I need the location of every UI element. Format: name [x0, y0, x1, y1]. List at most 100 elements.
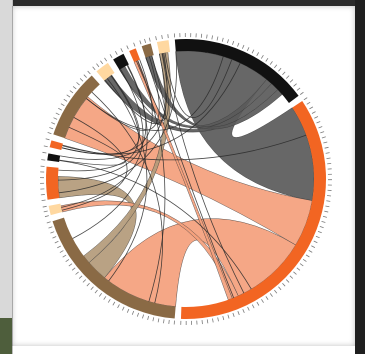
group-arc-8 — [96, 62, 115, 81]
window-top-edge — [0, 0, 365, 6]
thread-10 — [86, 56, 160, 131]
tick-mark — [100, 60, 104, 65]
tick-mark — [216, 36, 219, 41]
tick-mark — [98, 293, 102, 297]
tick-mark — [44, 215, 49, 218]
tick-mark — [286, 75, 290, 79]
tick-mark — [49, 127, 54, 130]
tick-mark — [57, 245, 61, 249]
tick-mark — [161, 34, 163, 40]
tick-mark — [324, 146, 329, 149]
tick-mark — [63, 98, 68, 102]
tick-mark — [289, 275, 294, 279]
tick-mark — [322, 215, 327, 218]
tick-mark — [293, 83, 297, 87]
thread-2 — [59, 160, 252, 290]
tick-mark — [155, 36, 157, 41]
tick-mark — [107, 298, 111, 303]
group-arc-11 — [141, 43, 154, 58]
tick-mark — [296, 267, 301, 271]
thread-18 — [62, 74, 140, 155]
tick-mark — [324, 210, 329, 213]
tick-mark — [41, 159, 46, 161]
tick-mark — [114, 51, 118, 55]
tick-mark — [92, 66, 96, 71]
tick-mark — [50, 231, 55, 234]
tick-mark — [66, 94, 71, 98]
tick-mark — [299, 263, 304, 267]
tick-mark — [42, 151, 47, 154]
tick-mark — [311, 111, 316, 114]
tick-mark — [251, 304, 255, 309]
tick-mark — [309, 106, 314, 110]
thread-23 — [61, 62, 241, 155]
tick-mark — [45, 138, 50, 141]
tick-mark — [122, 306, 125, 311]
tick-mark — [269, 61, 273, 65]
tick-mark — [323, 141, 328, 144]
tick-mark — [147, 315, 150, 320]
tick-mark — [274, 289, 278, 294]
tick-mark — [315, 235, 320, 239]
group-arc-1 — [180, 100, 326, 319]
tick-mark — [157, 318, 160, 323]
tick-mark — [308, 249, 313, 253]
thread-22 — [91, 91, 163, 304]
tick-mark — [246, 47, 250, 52]
tick-mark — [320, 131, 325, 134]
group-arc-6 — [49, 140, 63, 150]
tick-mark — [144, 38, 147, 43]
tick-mark — [217, 317, 219, 322]
tick-mark — [227, 39, 229, 44]
tick-mark — [318, 126, 323, 129]
tick-mark — [256, 52, 260, 57]
tick-mark — [87, 70, 91, 75]
window-left-edge-thumbnail — [0, 318, 12, 354]
thread-4 — [106, 77, 148, 282]
ribbon-7 — [83, 52, 171, 263]
tick-mark — [232, 40, 235, 45]
tick-mark — [325, 152, 330, 154]
tick-mark — [303, 97, 308, 101]
thread-6 — [61, 117, 128, 211]
tick-mark — [148, 37, 151, 42]
tick-mark — [75, 271, 79, 275]
tick-mark — [46, 221, 51, 224]
tick-mark — [232, 312, 235, 317]
thread-15 — [61, 68, 144, 208]
tick-mark — [41, 199, 46, 202]
tick-mark — [302, 258, 307, 262]
tick-mark — [314, 116, 319, 119]
tick-mark — [206, 34, 208, 39]
tick-mark — [109, 54, 113, 58]
tick-mark — [126, 45, 129, 50]
window-left-edge — [0, 0, 13, 354]
tick-mark — [261, 299, 264, 303]
chord-threads — [58, 51, 307, 304]
tick-mark — [72, 86, 77, 90]
tick-mark — [43, 210, 48, 213]
group-arc-12 — [156, 40, 171, 54]
tick-mark — [48, 226, 53, 229]
tick-mark — [69, 90, 74, 94]
thread-20 — [136, 55, 167, 120]
tick-mark — [65, 259, 70, 263]
tick-mark — [51, 122, 56, 125]
tick-mark — [274, 64, 278, 69]
tick-mark — [112, 301, 116, 306]
tick-mark — [133, 42, 136, 47]
group-arc-7 — [53, 75, 100, 139]
tick-mark — [256, 301, 260, 306]
tick-mark — [313, 240, 318, 244]
group-arc-5 — [47, 153, 61, 163]
tick-mark — [60, 103, 65, 107]
tick-mark — [260, 54, 264, 59]
thread-21 — [162, 53, 245, 294]
thread-19 — [119, 53, 169, 121]
tick-mark — [326, 200, 331, 202]
tick-mark — [53, 117, 58, 120]
group-arc-0 — [174, 39, 299, 103]
tick-mark — [42, 205, 47, 208]
tick-mark — [282, 282, 286, 287]
